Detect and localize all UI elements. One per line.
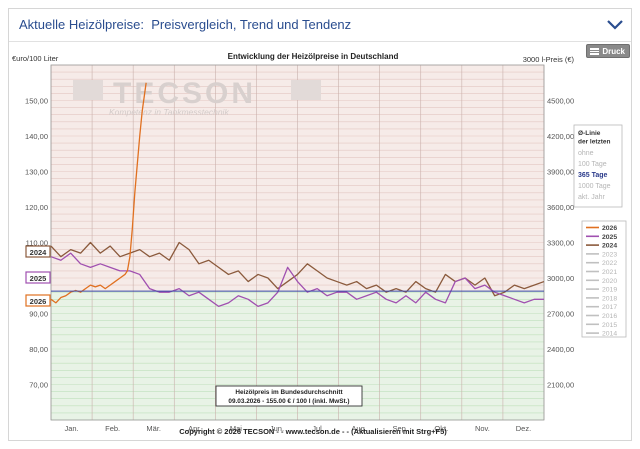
legend-item[interactable]: 2024 xyxy=(602,243,617,250)
x-tick: Sep. xyxy=(392,424,407,433)
watermark-block xyxy=(73,80,103,100)
legend-item[interactable]: 2025 xyxy=(602,234,617,241)
legend-item[interactable]: 2017 xyxy=(602,304,617,311)
legend-item[interactable]: 2023 xyxy=(602,251,617,258)
average-panel-title: der letzten xyxy=(578,139,611,146)
x-tick: Jul. xyxy=(312,424,324,433)
widget-title: Aktuelle Heizölpreise: Preisvergleich, T… xyxy=(19,17,352,32)
chart-title: Entwicklung der Heizölpreise in Deutschl… xyxy=(228,52,399,61)
y-tick-left: 140,00 xyxy=(25,132,48,141)
legend-item[interactable]: 2021 xyxy=(602,269,617,276)
series-marker-label: 2026 xyxy=(30,297,47,306)
x-tick: Aug. xyxy=(351,424,366,433)
y-tick-right: 3300,00 xyxy=(547,239,574,248)
annotation-line-1: Heizölpreis im Bundesdurchschnitt xyxy=(235,389,343,396)
legend-item[interactable]: 2018 xyxy=(602,295,617,302)
watermark-block xyxy=(291,80,321,100)
chevron-down-icon[interactable] xyxy=(605,16,625,34)
series-marker-label: 2025 xyxy=(30,274,47,283)
y-tick-left: 80,00 xyxy=(29,345,48,354)
average-option[interactable]: 365 Tage xyxy=(578,172,608,179)
average-panel xyxy=(573,124,623,208)
legend-item[interactable]: 2020 xyxy=(602,278,617,285)
watermark-tagline: Kompetenz in Tankmesstechnik xyxy=(109,107,229,117)
x-tick: Mai xyxy=(230,424,242,433)
chart-area: TECSON Kompetenz in Tankmesstechnik Entwic… xyxy=(10,45,631,441)
series-line-2025 xyxy=(50,252,544,308)
price-annotation xyxy=(215,385,363,407)
series-marker-2026 xyxy=(25,294,51,307)
y-tick-right: 4500,00 xyxy=(547,97,574,106)
x-tick: Feb. xyxy=(105,424,120,433)
y-tick-right: 4200,00 xyxy=(547,132,574,141)
y-axis-left-label: €uro/100 Liter xyxy=(12,54,59,63)
price-widget: Aktuelle Heizölpreise: Preisvergleich, T… xyxy=(8,8,632,441)
watermark-logo: TECSON xyxy=(113,77,256,110)
y-tick-right: 3000,00 xyxy=(547,274,574,283)
y-tick-right: 2100,00 xyxy=(547,381,574,390)
series-marker-2025 xyxy=(25,271,51,284)
copyright-footer: Copyright © 2026 TECSON - - www.tecson.d… xyxy=(179,427,447,436)
y-tick-right: 3900,00 xyxy=(547,168,574,177)
print-button[interactable]: Druck xyxy=(586,44,630,58)
y-tick-left: 90,00 xyxy=(29,310,48,319)
x-tick: Okt. xyxy=(434,424,448,433)
legend-item[interactable]: 2022 xyxy=(602,260,617,267)
series-line-2026 xyxy=(50,82,147,304)
y-tick-right: 3600,00 xyxy=(547,203,574,212)
y-tick-left: 70,00 xyxy=(29,381,48,390)
legend-item[interactable]: 2015 xyxy=(602,322,617,329)
legend-item[interactable]: 2016 xyxy=(602,313,617,320)
x-tick: Nov. xyxy=(475,424,490,433)
average-panel-title: Ø-Linie xyxy=(578,130,601,137)
print-label: Druck xyxy=(602,46,625,56)
y-axis-right-label: 3000 l-Preis (€) xyxy=(523,55,575,64)
y-tick-left: 150,00 xyxy=(25,97,48,106)
y-tick-left: 120,00 xyxy=(25,203,48,212)
series-marker-label: 2024 xyxy=(30,248,48,257)
x-tick: Dez. xyxy=(516,424,531,433)
annotation-line-2: 09.03.2026 - 155.00 € / 100 l (inkl. MwS… xyxy=(228,398,349,405)
legend-item[interactable]: 2019 xyxy=(602,287,617,294)
widget-header[interactable]: Aktuelle Heizölpreise: Preisvergleich, T… xyxy=(9,9,631,42)
x-tick: Jun. xyxy=(270,424,284,433)
y-tick-left: 110,00 xyxy=(26,239,48,248)
legend-item[interactable]: 2014 xyxy=(602,331,617,338)
y-tick-right: 2700,00 xyxy=(547,310,574,319)
plot-border xyxy=(50,64,545,421)
y-tick-left: 130,00 xyxy=(25,168,48,177)
average-option[interactable]: 1000 Tage xyxy=(578,183,611,190)
year-legend xyxy=(581,220,627,338)
x-tick: Apr. xyxy=(188,424,201,433)
x-tick: Jan. xyxy=(64,424,78,433)
legend-item[interactable]: 2026 xyxy=(602,225,617,232)
y-tick-right: 2400,00 xyxy=(547,345,574,354)
average-option[interactable]: ohne xyxy=(578,150,594,157)
average-option[interactable]: akt. Jahr xyxy=(578,194,606,201)
average-option[interactable]: 100 Tage xyxy=(578,161,607,168)
x-tick: Mär. xyxy=(146,424,161,433)
print-icon xyxy=(590,48,599,55)
series-marker-2024 xyxy=(25,245,51,258)
